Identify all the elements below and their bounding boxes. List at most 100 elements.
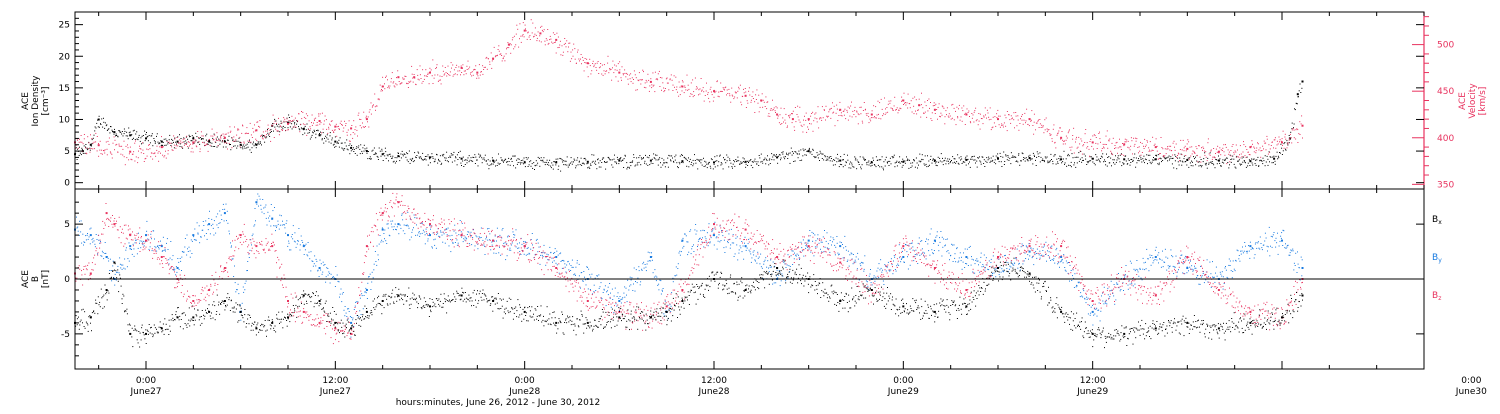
ion-density-series-sample xyxy=(548,164,550,166)
bz-series-blue-sample xyxy=(402,230,404,232)
bz-series-blue-sample xyxy=(842,257,844,259)
ion-density-series-sample xyxy=(997,157,999,159)
bz-series-blue-sample xyxy=(110,270,112,271)
ion-density-series-sample xyxy=(1041,159,1043,161)
ion-density-series-sample xyxy=(819,160,820,161)
ion-density-series-sample xyxy=(874,164,876,166)
bz-series-blue-sample xyxy=(612,299,614,300)
bz-series-blue-sample xyxy=(383,233,385,234)
ion-density-series-sample xyxy=(822,153,824,155)
ion-density-series-sample xyxy=(781,152,783,154)
velocity-series-sample xyxy=(1132,153,1133,155)
bz-series-blue-sample xyxy=(1024,252,1026,254)
velocity-series-sample xyxy=(327,132,329,134)
ion-density-series-sample xyxy=(496,159,497,161)
velocity-series-sample xyxy=(551,41,553,43)
bz-series-blue-sample xyxy=(299,244,301,246)
ion-density-series-sample xyxy=(718,161,720,163)
velocity-series-sample xyxy=(449,71,451,73)
ion-density-series-sample xyxy=(648,157,650,159)
ion-density-series-sample xyxy=(1074,156,1076,158)
ion-density-series-sample xyxy=(963,161,964,163)
velocity-series-sample xyxy=(83,134,85,135)
ion-density-series-sample xyxy=(1230,159,1232,160)
velocity-series-sample xyxy=(835,112,837,114)
bz-series-blue-sample xyxy=(1050,246,1052,248)
bz-series-blue-sample xyxy=(92,237,94,239)
bz-series-blue-sample xyxy=(903,247,904,249)
bz-series-blue-sample xyxy=(553,252,554,254)
ion-density-series-sample xyxy=(1102,153,1104,155)
ion-density-series-sample xyxy=(449,155,451,157)
bz-series-blue-sample xyxy=(516,243,518,245)
velocity-series-sample xyxy=(1257,142,1258,144)
velocity-series-sample xyxy=(1183,147,1185,149)
velocity-series-sample xyxy=(334,129,336,131)
ion-density-series-sample xyxy=(667,157,669,159)
ion-density-series-sample xyxy=(701,164,703,166)
ion-density-series-sample xyxy=(870,165,872,167)
bz-series-blue-sample xyxy=(187,248,188,250)
velocity-series-sample xyxy=(556,32,558,34)
bz-series-blue-sample xyxy=(472,237,474,238)
ion-density-series-sample xyxy=(397,152,399,154)
velocity-series-sample xyxy=(630,81,632,83)
ion-density-series-sample xyxy=(279,131,281,133)
bz-series-blue-sample xyxy=(778,270,780,272)
velocity-series-sample xyxy=(431,75,433,77)
ion-density-series-sample xyxy=(511,161,513,162)
velocity-series-sample xyxy=(773,107,775,109)
ion-density-series-sample xyxy=(595,163,597,165)
ion-density-series-sample xyxy=(812,148,814,150)
bz-series-blue-sample xyxy=(401,214,403,216)
velocity-series-sample xyxy=(738,86,740,88)
ion-density-series-sample xyxy=(980,161,982,163)
ion-density-series-sample xyxy=(784,158,786,160)
velocity-series-sample xyxy=(694,77,696,79)
velocity-series-sample xyxy=(903,92,905,94)
ion-density-series-sample xyxy=(1164,158,1166,160)
velocity-series-sample xyxy=(1095,137,1097,138)
bz-series-blue-sample xyxy=(706,232,708,234)
ion-density-series-sample xyxy=(944,159,946,161)
velocity-series-sample xyxy=(839,109,841,111)
velocity-series-sample xyxy=(113,136,115,138)
velocity-series-sample xyxy=(227,148,228,150)
ion-density-series-sample xyxy=(1145,159,1147,161)
velocity-series-sample xyxy=(1282,144,1283,146)
ion-density-series-sample xyxy=(581,162,583,164)
ion-density-series-sample xyxy=(973,159,975,161)
ion-density-series-point xyxy=(97,118,100,121)
ion-density-series-sample xyxy=(378,147,380,149)
velocity-series-sample xyxy=(943,107,945,109)
velocity-series-sample xyxy=(150,152,152,154)
bz-series-blue-sample xyxy=(601,298,603,300)
ion-density-series-sample xyxy=(1287,144,1289,146)
ion-density-series-sample xyxy=(127,138,129,140)
ion-density-series-sample xyxy=(140,137,142,139)
ion-density-series-sample xyxy=(1000,156,1002,157)
velocity-series-sample xyxy=(146,148,148,150)
velocity-series-sample xyxy=(400,82,402,84)
velocity-series-sample xyxy=(1197,161,1199,163)
velocity-series-sample xyxy=(950,118,952,120)
ion-density-series-sample xyxy=(1242,161,1244,163)
bz-series-blue-sample xyxy=(925,258,927,260)
ion-density-series-sample xyxy=(541,160,543,162)
ion-density-series-sample xyxy=(1064,163,1065,165)
bz-series-blue-point xyxy=(381,228,384,231)
velocity-series-sample xyxy=(254,124,255,126)
velocity-series-sample xyxy=(1036,122,1038,124)
ion-density-series-sample xyxy=(523,157,525,159)
velocity-series-sample xyxy=(359,118,361,120)
ion-density-series-sample xyxy=(261,134,263,136)
velocity-series-sample xyxy=(1098,133,1100,134)
ion-density-series-sample xyxy=(98,115,100,117)
ion-density-series-sample xyxy=(749,160,751,162)
velocity-series-sample xyxy=(920,104,922,106)
ion-density-series-sample xyxy=(242,146,243,148)
ion-density-series-sample xyxy=(334,136,336,138)
bz-series-blue-sample xyxy=(320,263,322,265)
velocity-series-sample xyxy=(1144,146,1146,148)
ion-density-series-sample xyxy=(176,141,178,143)
